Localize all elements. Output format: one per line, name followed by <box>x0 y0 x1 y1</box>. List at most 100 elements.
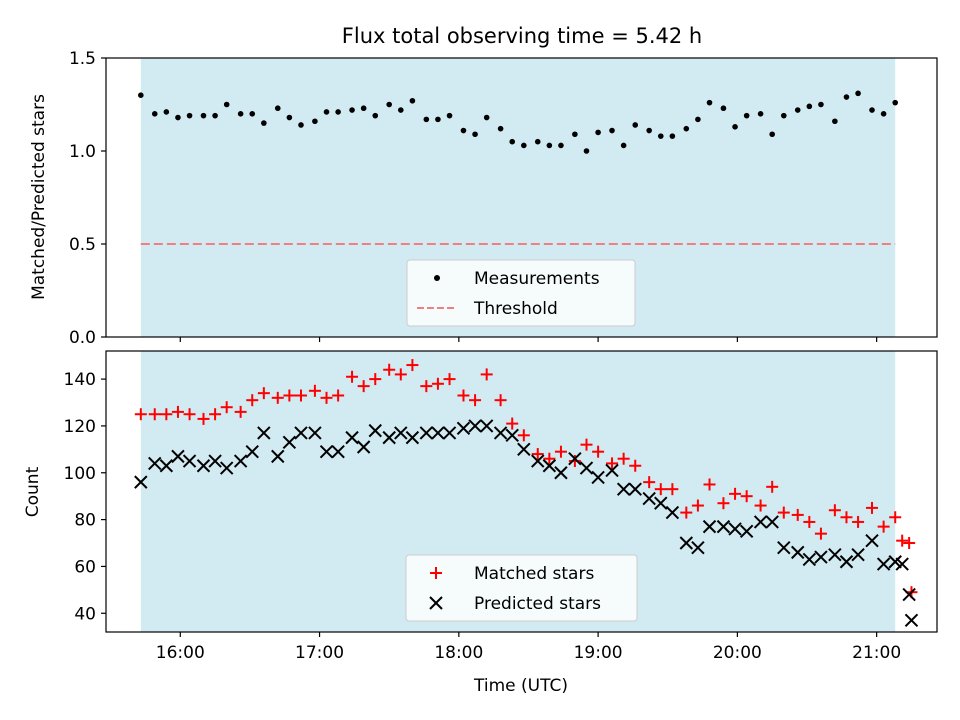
predicted-star-point <box>479 419 494 433</box>
top-y-axis-label: Matched/Predicted stars <box>29 94 49 300</box>
predicted-star-point <box>802 552 817 567</box>
measurement-point <box>237 111 244 117</box>
predicted-star-point <box>753 515 768 529</box>
measurement-point <box>298 122 304 128</box>
predicted-star-point <box>579 461 594 475</box>
matched-star-point <box>717 497 730 510</box>
bottom-x-tick-label: 16:00 <box>156 643 205 663</box>
bottom-y-tick-label: 60 <box>74 557 96 577</box>
matched-star-point <box>543 452 556 465</box>
top-legend: Measurements Threshold <box>406 259 636 327</box>
measurement-point <box>780 112 787 119</box>
legend-measurements-marker <box>434 275 440 281</box>
predicted-star-point <box>431 426 445 440</box>
legend-measurements-label: Measurements <box>474 269 600 289</box>
measurement-point <box>200 112 207 119</box>
matched-star-point <box>852 515 865 528</box>
predicted-star-point <box>394 426 408 440</box>
predicted-star-point <box>654 496 668 510</box>
matched-star-point <box>469 394 482 407</box>
measurement-point <box>720 105 727 112</box>
matched-star-point <box>554 445 567 458</box>
chart-title: Flux total observing time = 5.42 h <box>342 24 702 48</box>
matched-star-point <box>506 417 519 430</box>
measurement-point <box>869 107 875 113</box>
legend-predicted-label: Predicted stars <box>474 594 601 614</box>
measurement-point <box>583 148 590 154</box>
matched-star-point <box>643 476 656 489</box>
predicted-star-point <box>468 419 482 433</box>
top-axes-frame <box>105 57 938 338</box>
measurement-point <box>683 125 690 132</box>
measurement-point <box>212 112 218 119</box>
predicted-star-point <box>182 454 197 468</box>
matched-star-point <box>457 389 470 402</box>
predicted-star-point <box>728 522 742 536</box>
matched-star-point <box>814 527 827 540</box>
predicted-star-point <box>568 452 582 466</box>
bottom-axes-frame <box>105 350 938 633</box>
measurement-point <box>880 111 887 117</box>
predicted-star-point <box>233 454 248 468</box>
matched-star-point <box>828 504 841 517</box>
matched-star-point <box>171 405 184 418</box>
measurement-point <box>372 112 379 119</box>
measurement-point <box>757 111 764 117</box>
predicted-star-point <box>257 426 271 440</box>
predicted-star-point <box>691 540 705 555</box>
matched-star-point <box>357 380 370 393</box>
matched-star-point <box>889 511 902 524</box>
measurement-point <box>794 107 801 113</box>
matched-star-point <box>246 394 259 407</box>
matched-star-point <box>729 487 742 500</box>
matched-star-point <box>443 373 456 386</box>
bottom-x-tick-label: 18:00 <box>434 643 483 663</box>
predicted-star-point <box>345 430 359 445</box>
predicted-star-point <box>271 449 285 464</box>
measurement-point <box>546 142 553 149</box>
matched-star-point <box>406 359 419 372</box>
matched-star-point <box>220 401 233 414</box>
measurement-point <box>521 142 527 149</box>
matched-star-point <box>629 459 642 472</box>
predicted-star-point <box>171 449 185 464</box>
predicted-star-point <box>245 444 259 459</box>
matched-star-point <box>209 408 222 421</box>
predicted-star-point <box>356 440 371 454</box>
measurement-point <box>595 129 601 136</box>
predicted-star-point <box>196 459 211 473</box>
matched-star-point <box>134 408 147 421</box>
matched-star-point <box>703 478 716 491</box>
predicted-star-point <box>839 555 854 569</box>
bottom-y-tick-label: 120 <box>64 417 96 437</box>
measurement-point <box>286 114 293 121</box>
predicted-star-point <box>791 545 805 560</box>
matched-star-point <box>680 506 693 519</box>
matched-star-point <box>580 438 593 451</box>
predicted-star-point <box>591 470 605 485</box>
measurement-point <box>249 111 256 117</box>
measurement-point <box>163 109 170 115</box>
predicted-star-point <box>419 426 434 440</box>
measurement-point <box>609 127 615 134</box>
measurement-point <box>646 127 652 134</box>
measurement-point <box>397 107 404 113</box>
measurement-point <box>572 131 578 138</box>
measurement-point <box>175 114 181 121</box>
matched-star-point <box>346 370 359 383</box>
bottom-x-tick-label: 20:00 <box>713 643 762 663</box>
matched-star-point <box>494 394 507 407</box>
measurement-point <box>769 131 775 138</box>
matched-star-point <box>308 384 321 397</box>
predicted-star-point <box>628 482 642 496</box>
predicted-star-point <box>148 456 162 471</box>
matched-star-point <box>568 455 581 468</box>
predicted-star-point <box>542 459 557 473</box>
matched-star-point <box>271 391 284 404</box>
bottom-x-ticks: 16:00 17:00 18:00 19:00 20:00 21:00 <box>156 632 901 663</box>
predicted-star-points <box>134 419 919 627</box>
bottom-y-tick-label: 140 <box>64 370 96 390</box>
measurement-point <box>423 116 430 123</box>
predicted-star-point <box>777 540 791 555</box>
